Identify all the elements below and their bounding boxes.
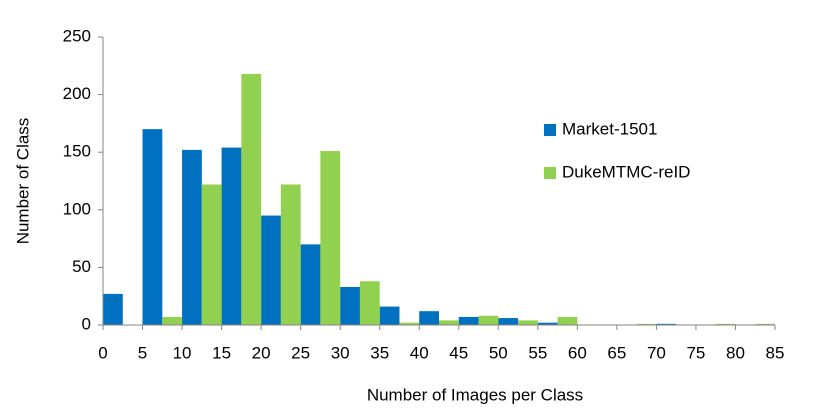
bar <box>320 151 341 325</box>
x-tick-label: 80 <box>726 343 745 362</box>
bar <box>103 293 123 325</box>
y-axis-label: Number of Class <box>13 118 32 245</box>
legend-label: Market-1501 <box>562 119 657 138</box>
x-tick-label: 30 <box>331 343 350 362</box>
x-tick-label: 55 <box>528 343 547 362</box>
bar <box>439 320 459 325</box>
bar <box>261 215 281 325</box>
x-tick-label: 75 <box>686 343 705 362</box>
y-tick-label: 200 <box>63 84 91 103</box>
bar <box>478 315 499 325</box>
x-tick-label: 50 <box>489 343 508 362</box>
x-tick-label: 0 <box>98 343 107 362</box>
bar <box>557 316 578 325</box>
bar <box>201 184 222 325</box>
bar <box>241 73 262 325</box>
bar <box>340 286 360 325</box>
x-tick-label: 5 <box>138 343 147 362</box>
x-tick-label: 40 <box>410 343 429 362</box>
x-tick-label: 70 <box>647 343 666 362</box>
bar <box>399 322 420 325</box>
bar <box>419 311 439 325</box>
bar <box>221 147 242 325</box>
y-tick-label: 250 <box>63 26 91 45</box>
bar <box>300 244 321 325</box>
x-tick-label: 85 <box>766 343 785 362</box>
x-tick-label: 10 <box>173 343 192 362</box>
bar <box>142 129 163 325</box>
bar <box>379 306 400 325</box>
y-tick-label: 50 <box>72 257 91 276</box>
bar <box>162 316 183 325</box>
legend-swatch <box>544 167 556 179</box>
x-tick-label: 25 <box>291 343 310 362</box>
bar <box>656 323 677 325</box>
bar <box>458 316 479 325</box>
y-tick-label: 100 <box>63 199 91 218</box>
bar <box>359 281 380 325</box>
x-tick-label: 65 <box>607 343 626 362</box>
bar <box>280 184 301 325</box>
legend-label: DukeMTMC-reID <box>562 162 690 181</box>
bar <box>537 322 558 325</box>
y-tick-label: 150 <box>63 142 91 161</box>
bar <box>755 323 775 325</box>
bar <box>498 318 519 325</box>
x-axis-label: Number of Images per Class <box>367 385 583 404</box>
bar <box>636 323 657 325</box>
x-tick-label: 35 <box>370 343 389 362</box>
bar <box>518 320 538 325</box>
legend-swatch <box>544 124 556 136</box>
y-tick-label: 0 <box>82 314 91 333</box>
x-tick-label: 15 <box>212 343 231 362</box>
x-tick-label: 60 <box>568 343 587 362</box>
x-tick-label: 45 <box>449 343 468 362</box>
bar <box>182 149 202 325</box>
bar <box>715 323 736 325</box>
x-tick-label: 20 <box>252 343 271 362</box>
